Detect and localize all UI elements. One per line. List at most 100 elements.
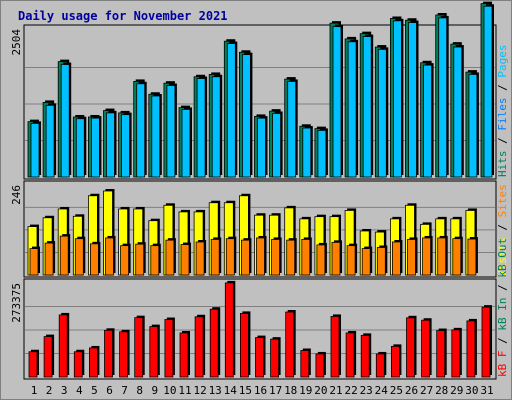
bar-kb-kb-f-day-31-face (481, 306, 491, 378)
x-label-day-29: 29 (450, 384, 463, 397)
bar-visits-sites-day-28 (437, 235, 448, 276)
bar-visits-sites-day-11 (180, 242, 191, 276)
bar-hits-files-day-22-face (347, 41, 357, 178)
bar-visits-sites-day-20 (316, 242, 327, 276)
bar-hits-files-day-7 (121, 112, 132, 178)
bar-hits-files-day-18-face (287, 81, 297, 178)
bar-kb-kb-f-day-26-face (406, 317, 415, 378)
bar-visits-sites-day-2-face (44, 242, 54, 276)
bar-hits-files-day-2-face (45, 104, 55, 178)
bar-kb-kb-f-day-13-face (209, 308, 219, 378)
bar-hits-files-day-29-face (453, 46, 463, 178)
x-label-day-31: 31 (480, 384, 493, 397)
bar-kb-kb-f-day-19 (300, 348, 311, 378)
x-label-day-4: 4 (76, 384, 83, 397)
x-label-day-2: 2 (46, 384, 53, 397)
panel-visits: 246 Visits / Sites (10, 180, 509, 278)
x-label-day-8: 8 (136, 384, 143, 397)
x-axis-day-labels: 1 2 3 4 5 6 7 8 9 10 11 12 13 14 15 16 17 18 19 20 21 22 23 24 2… (31, 384, 494, 397)
bar-kb-kb-f-day-10-face (164, 319, 174, 378)
bar-kb-kb-f-day-30 (466, 318, 477, 378)
legend-visits: Visits / Sites (496, 184, 509, 277)
bar-kb-kb-f-day-23 (360, 333, 372, 378)
bar-visits-sites-day-2 (44, 241, 56, 276)
bar-hits-files-day-3-face (60, 64, 70, 178)
bar-kb-kb-f-day-8 (134, 315, 145, 378)
legend-kb-part-4: kB Out (496, 238, 509, 278)
x-label-day-22: 22 (344, 384, 357, 397)
bar-visits-sites-day-15-face (240, 239, 250, 276)
bar-hits-files-day-11-face (181, 109, 191, 178)
bar-visits-sites-day-26 (407, 237, 418, 276)
bar-visits-sites-day-12 (195, 239, 207, 276)
bar-hits-files-day-10-face (166, 85, 176, 178)
bar-hits-files-day-17 (272, 111, 283, 178)
bar-hits-files-day-1-face (30, 122, 40, 178)
bar-hits-files-day-7-face (121, 114, 130, 178)
bar-visits-sites-day-18 (286, 238, 297, 276)
bar-hits-files-day-23 (362, 34, 374, 178)
bar-hits-files-day-2 (45, 103, 57, 178)
bar-kb-kb-f-day-7-face (119, 331, 128, 378)
x-label-day-6: 6 (106, 384, 113, 397)
bar-hits-files-day-26-face (408, 22, 417, 178)
x-label-day-21: 21 (329, 384, 342, 397)
bar-kb-kb-f-day-1 (28, 349, 39, 378)
bar-kb-kb-f-day-24 (375, 351, 387, 378)
x-label-day-30: 30 (465, 384, 478, 397)
bar-visits-sites-day-3 (59, 234, 71, 276)
panel-kb: 273375 kB F / kB In / kB Out (10, 238, 509, 380)
bar-kb-kb-f-day-17-face (270, 338, 280, 378)
bar-hits-files-day-29 (453, 45, 464, 178)
x-label-day-9: 9 (151, 384, 158, 397)
chart-title: Daily usage for November 2021 (18, 9, 228, 23)
bar-hits-files-day-5-face (91, 117, 100, 178)
bar-hits-files-day-13-face (211, 76, 221, 178)
bar-hits-files-day-16 (257, 116, 268, 178)
bar-visits-sites-day-10-face (165, 239, 175, 276)
bar-kb-kb-f-day-5-face (89, 347, 98, 378)
x-label-day-15: 15 (239, 384, 252, 397)
bar-visits-sites-day-24 (376, 245, 388, 276)
bar-hits-files-day-4-face (75, 118, 85, 178)
bar-visits-sites-day-26-face (407, 239, 416, 276)
bar-hits-files-day-14 (226, 41, 238, 178)
x-label-day-20: 20 (314, 384, 327, 397)
bar-hits-files-day-30 (468, 72, 479, 178)
bar-hits-files-day-11 (181, 107, 192, 178)
bar-kb-kb-f-day-14 (224, 280, 236, 378)
bars-visits (25, 188, 495, 276)
bar-visits-sites-day-27-face (422, 237, 432, 276)
bar-kb-kb-f-day-12-face (194, 316, 204, 378)
x-label-day-27: 27 (420, 384, 433, 397)
x-label-day-1: 1 (31, 384, 38, 397)
bar-kb-kb-f-day-4-face (73, 351, 83, 378)
bar-kb-kb-f-day-21-face (330, 316, 340, 378)
bar-visits-sites-day-16 (256, 235, 267, 276)
bar-kb-kb-f-day-31 (481, 305, 492, 378)
bar-hits-files-day-28 (438, 15, 449, 178)
bar-visits-sites-day-10 (165, 238, 176, 276)
x-label-day-23: 23 (360, 384, 373, 397)
bar-visits-sites-day-5 (90, 241, 101, 276)
bar-kb-kb-f-day-23-face (360, 334, 370, 378)
x-label-day-7: 7 (121, 384, 128, 397)
ymax-label-kb: 273375 (10, 283, 23, 323)
ymax-label-hits: 2504 (10, 29, 23, 56)
legend-kb-part-2: kB In (496, 298, 509, 331)
bar-visits-sites-day-9-face (150, 245, 160, 276)
bar-hits-files-day-19-face (302, 127, 312, 178)
bar-kb-kb-f-day-9-face (149, 326, 159, 378)
x-label-day-18: 18 (284, 384, 297, 397)
bar-visits-sites-day-28-face (437, 237, 447, 276)
legend-kb-part-0: kB F (496, 351, 509, 378)
legend-kb-part-1: / (496, 331, 509, 351)
bar-hits-files-day-17-face (272, 113, 282, 178)
bar-kb-kb-f-day-8-face (134, 317, 144, 378)
bar-visits-sites-day-5-face (90, 243, 99, 276)
bar-kb-kb-f-day-14-face (224, 282, 234, 378)
bar-kb-kb-f-day-15 (239, 311, 251, 378)
bar-kb-kb-f-day-4 (73, 349, 85, 378)
